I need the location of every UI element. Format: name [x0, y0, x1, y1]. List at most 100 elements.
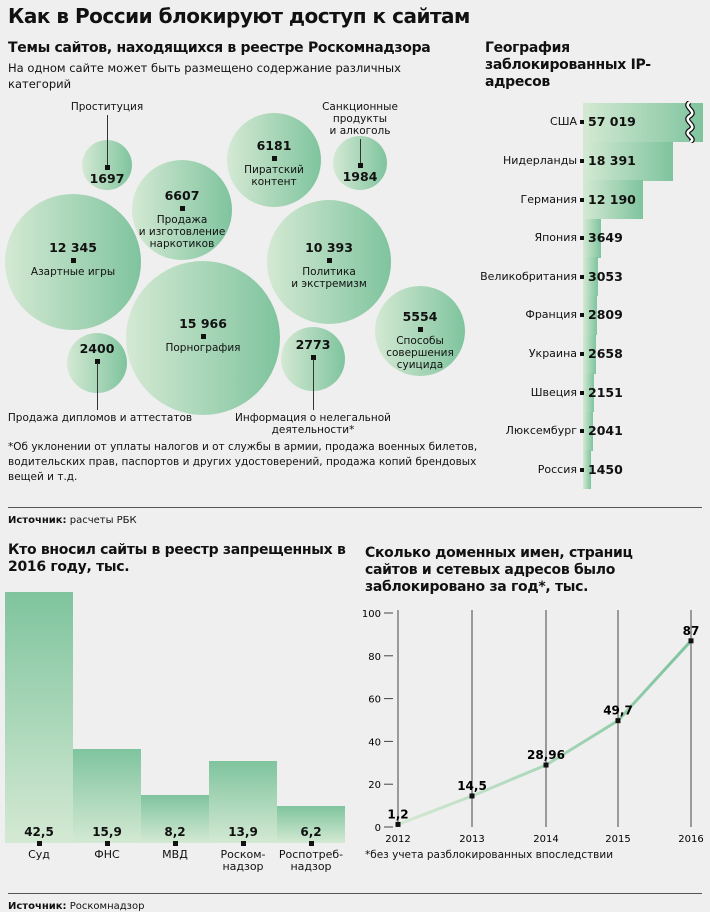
ip-country-label: Украина: [528, 346, 577, 360]
ip-bar: [583, 180, 643, 220]
data-label: 14,5: [457, 779, 487, 793]
registrar-label: ФНС: [94, 848, 120, 861]
y-tick-label: 0: [375, 823, 381, 834]
ip-value: 18 391: [588, 152, 636, 168]
source-note: Источник: расчеты РБК: [8, 515, 137, 526]
bubble-value: 6607: [164, 188, 200, 203]
bubble-value: 10 393: [305, 240, 353, 255]
data-point: [469, 793, 475, 799]
data-label: 1,2: [387, 807, 408, 821]
y-tick-label: 80: [368, 652, 381, 663]
ip-bar: [583, 450, 591, 490]
ip-marker: [580, 158, 584, 163]
bubble-marker: [180, 206, 185, 211]
bubble-marker: [418, 327, 423, 332]
ip-country-label: США: [550, 115, 577, 129]
data-point: [543, 762, 549, 768]
domains-footnote: *без учета разблокированных впоследствии: [365, 849, 614, 861]
registrar-value: 15,9: [92, 825, 122, 839]
registrar-bar: [5, 592, 73, 843]
divider: [8, 507, 702, 508]
ip-country-label: Великобритания: [480, 269, 577, 283]
bubble-label: Способы совершения суицида: [386, 335, 454, 371]
source-text: Роскомнадзор: [69, 901, 145, 912]
bubble-marker: [358, 163, 363, 168]
ip-bar: [583, 103, 703, 143]
registrar-bar: [277, 806, 345, 843]
ip-bar: [583, 257, 598, 297]
leader-line: [97, 363, 98, 410]
bubble-label: Пиратский контент: [244, 164, 304, 188]
x-tick-label: 2013: [459, 834, 484, 845]
bubble-marker: [105, 165, 110, 170]
registrar-bar: [141, 794, 209, 843]
ip-value: 3053: [588, 268, 623, 284]
registrar-label: Суд: [28, 848, 50, 861]
bubble-marker: [95, 359, 100, 364]
ip-value: 3649: [588, 230, 623, 246]
leader-line: [313, 359, 314, 410]
ip-country-label: Германия: [520, 192, 577, 206]
ip-value: 57 019: [588, 114, 636, 130]
ip-country-label: Нидерланды: [502, 153, 577, 167]
axis-break-icon: [685, 101, 695, 143]
ip-marker: [580, 236, 584, 241]
data-label: 87: [683, 624, 700, 638]
x-tick-label: 2012: [385, 834, 410, 845]
y-tick-label: 20: [368, 780, 381, 791]
registrar-value: 13,9: [228, 825, 258, 839]
registrar-value: 42,5: [24, 825, 54, 839]
bubble-label: Продажа и изготовление наркотиков: [138, 214, 226, 250]
y-tick-label: 40: [368, 737, 381, 748]
leader-line: [107, 115, 108, 167]
ip-country-label: Франция: [525, 308, 577, 322]
bubble-label: Азартные игры: [30, 266, 116, 278]
bubble-value: 2400: [79, 341, 115, 356]
ip-title: География заблокированных IP-адресов: [485, 40, 651, 90]
bubble-label: Информация о нелегальной деятельности*: [235, 412, 391, 436]
ip-bar: [583, 141, 673, 181]
divider: [8, 893, 702, 894]
ip-marker: [580, 274, 584, 279]
bubble-label: Продажа дипломов и аттестатов: [7, 412, 193, 424]
ip-marker: [580, 197, 584, 202]
registrar-marker: [309, 841, 314, 846]
ip-bar: [583, 411, 593, 451]
bubble-marker: [201, 334, 206, 339]
registrar-marker: [241, 841, 246, 846]
y-tick-label: 60: [368, 695, 381, 706]
data-point: [615, 718, 621, 724]
ip-marker: [580, 467, 584, 472]
ip-marker: [580, 351, 584, 356]
bubble-value: 1697: [89, 171, 125, 186]
bubble-label: Политика и экстремизм: [291, 266, 367, 290]
bubble-label: Проституция: [70, 101, 144, 113]
ip-marker: [580, 390, 584, 395]
ip-value: 2658: [588, 345, 623, 361]
ip-bar: [583, 334, 596, 374]
topics-footnote: *Об уклонении от уплаты налогов и от слу…: [8, 441, 478, 483]
ip-bar: [583, 296, 597, 336]
series-line: [397, 639, 693, 826]
source-text: расчеты РБК: [69, 515, 137, 526]
registrar-bar: [73, 749, 141, 843]
source-note: Источник: Роскомнадзор: [8, 901, 144, 912]
ip-country-label: Япония: [534, 231, 577, 245]
registrar-value: 6,2: [300, 825, 322, 839]
ip-bar: [583, 218, 601, 258]
bubble-value: 12 345: [49, 240, 97, 255]
registrar-bar: [209, 760, 277, 843]
registrar-marker: [37, 841, 42, 846]
registrar-label: МВД: [162, 848, 188, 861]
bubble-label: Порнография: [165, 342, 241, 354]
ip-value: 12 190: [588, 191, 636, 207]
source-label: Источник:: [8, 515, 67, 526]
x-tick-label: 2015: [605, 834, 630, 845]
ip-country-label: Швеция: [530, 385, 577, 399]
page-title: Как в России блокируют доступ к сайтам: [8, 4, 470, 28]
bubble-value: 15 966: [179, 316, 227, 331]
registrar-value: 8,2: [164, 825, 186, 839]
topics-subtitle: На одном сайте может быть размещено соде…: [8, 61, 401, 91]
registrar-label: Роском- надзор: [220, 848, 266, 873]
ip-country-label: Россия: [537, 462, 577, 476]
